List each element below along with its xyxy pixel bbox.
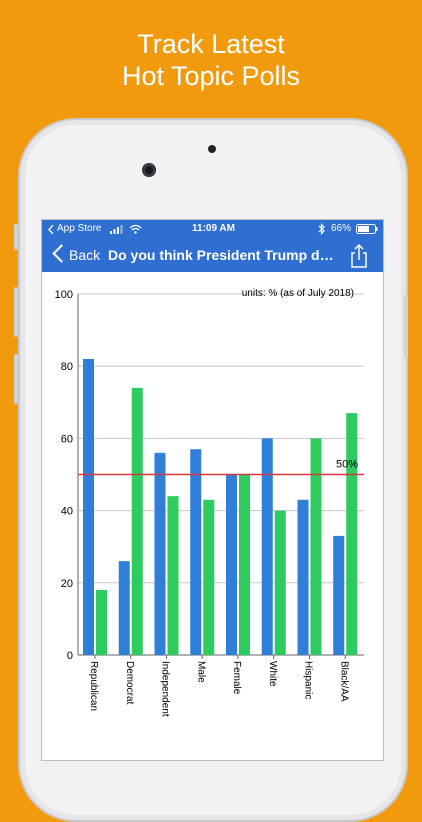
bar-white-1 xyxy=(261,438,273,655)
bar-hispanic-2 xyxy=(310,438,322,655)
phone-side-button xyxy=(14,287,18,337)
status-carrier[interactable]: App Store xyxy=(57,223,102,234)
bar-male-1 xyxy=(190,449,202,655)
bar-female-2 xyxy=(239,474,250,655)
bar-male-2 xyxy=(203,499,215,655)
back-button-label: Back xyxy=(69,247,101,263)
app-screen: App Store 11:09 AM 66% Back Do you think… xyxy=(41,219,384,761)
reference-line-label: 50% xyxy=(336,459,358,471)
bar-independent-1 xyxy=(154,452,166,655)
bluetooth-icon xyxy=(318,223,325,235)
battery-percent: 66% xyxy=(331,223,352,234)
promo-headline-line1: Track Latest xyxy=(137,29,285,59)
earpiece-speaker xyxy=(208,145,216,153)
x-tick-label: Black/AA xyxy=(338,661,349,702)
bar-democrat-1 xyxy=(118,561,130,655)
wifi-icon xyxy=(129,224,142,234)
front-camera xyxy=(142,163,156,177)
phone-side-button xyxy=(404,295,408,357)
y-tick-label: 20 xyxy=(61,578,73,590)
y-tick-label: 80 xyxy=(61,361,73,373)
status-bar: App Store 11:09 AM 66% xyxy=(42,220,383,239)
phone-side-button xyxy=(14,224,18,250)
share-icon xyxy=(351,243,367,268)
bar-hispanic-1 xyxy=(297,499,309,655)
phone-side-button xyxy=(14,354,18,404)
bar-democrat-2 xyxy=(131,387,143,655)
x-tick-label: Republican xyxy=(88,661,99,711)
y-tick-label: 60 xyxy=(61,433,73,445)
chevron-left-icon xyxy=(52,244,71,263)
back-button[interactable]: Back xyxy=(42,239,106,272)
x-tick-label: Democrat xyxy=(124,661,135,705)
bar-white-2 xyxy=(274,510,286,655)
y-tick-label: 100 xyxy=(55,289,73,301)
status-time: 11:09 AM xyxy=(192,223,235,234)
page-title: Do you think President Trump de... xyxy=(108,247,334,263)
y-tick-label: 40 xyxy=(61,506,73,518)
battery-icon xyxy=(356,224,378,234)
bar-republican-2 xyxy=(96,590,107,655)
x-tick-label: Hispanic xyxy=(303,661,314,699)
bar-blackaa-2 xyxy=(346,413,358,655)
bar-independent-2 xyxy=(167,496,179,655)
promo-headline-line2: Hot Topic Polls xyxy=(121,61,301,91)
bar-republican-1 xyxy=(83,358,94,655)
poll-bar-chart: 0 20 40 60 80 100 units: % (as of July 2018) Re… xyxy=(55,288,364,717)
x-tick-label: White xyxy=(267,661,278,687)
y-tick-label: 0 xyxy=(67,650,73,662)
x-tick-label: Independent xyxy=(160,661,171,717)
navigation-bar: Back Do you think President Trump de... xyxy=(42,239,383,272)
bar-female-1 xyxy=(226,474,237,655)
chart-panel: 0 20 40 60 80 100 units: % (as of July 2018) Re… xyxy=(42,272,383,760)
share-button[interactable] xyxy=(347,243,371,269)
back-to-app-icon xyxy=(48,225,54,234)
x-tick-label: Female xyxy=(231,661,242,695)
chart-units-note: units: % (as of July 2018) xyxy=(242,288,354,299)
bar-blackaa-1 xyxy=(333,535,345,655)
signal-bars-icon xyxy=(110,225,123,234)
x-tick-label: Male xyxy=(195,661,206,683)
